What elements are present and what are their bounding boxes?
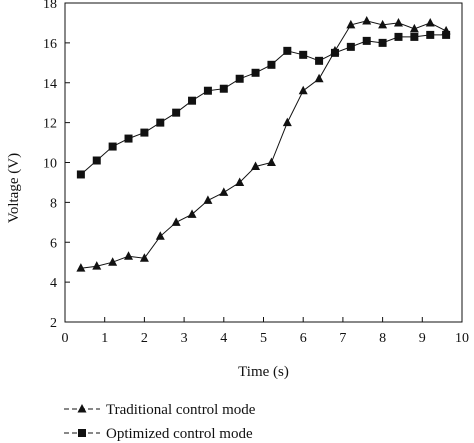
data-point-traditional: [266, 157, 276, 166]
data-point-optimized: [315, 56, 324, 65]
y-tick-label: 6: [50, 236, 57, 251]
triangle-icon: [77, 404, 87, 413]
data-point-traditional: [251, 161, 261, 170]
data-point-traditional: [298, 85, 308, 95]
data-point-traditional: [124, 251, 134, 260]
data-point-traditional: [346, 19, 356, 29]
y-tick-label: 18: [43, 0, 57, 12]
data-point-optimized: [172, 108, 181, 117]
data-point-optimized: [283, 46, 292, 55]
x-tick-label: 10: [455, 331, 469, 346]
y-tick-label: 14: [43, 77, 57, 92]
data-point-traditional: [409, 23, 419, 33]
data-point-traditional: [362, 15, 372, 25]
y-tick-label: 16: [43, 37, 57, 52]
data-point-optimized: [378, 38, 387, 47]
data-point-traditional: [314, 73, 324, 83]
plot-area: [64, 2, 463, 323]
legend-label-traditional: Traditional control mode: [106, 402, 256, 418]
data-point-optimized: [267, 60, 276, 69]
data-point-optimized: [92, 156, 101, 165]
data-point-traditional: [378, 19, 388, 29]
data-point-traditional: [108, 257, 118, 266]
data-point-traditional: [171, 217, 181, 226]
data-point-traditional: [187, 209, 197, 218]
data-point-optimized: [156, 118, 165, 127]
x-tick-label: 4: [220, 331, 227, 346]
square-icon: [78, 429, 86, 437]
data-point-optimized: [140, 128, 149, 137]
data-point-optimized: [330, 48, 339, 57]
x-tick-label: 7: [339, 331, 346, 346]
y-tick-label: 2: [50, 316, 57, 331]
data-point-optimized: [219, 84, 228, 93]
x-tick-label: 8: [379, 331, 386, 346]
data-point-traditional: [235, 177, 245, 186]
x-tick-label: 2: [141, 331, 148, 346]
data-point-optimized: [203, 86, 212, 95]
legend: Traditional control mode Optimized contr…: [64, 402, 256, 442]
x-tick-label: 0: [62, 331, 69, 346]
data-point-optimized: [346, 42, 355, 51]
x-axis: 0 1 2 3 4 5 6 7 8 9 10: [62, 317, 469, 346]
plot-frame: [64, 2, 463, 323]
data-point-traditional: [203, 195, 213, 204]
data-point-traditional: [219, 187, 229, 196]
x-axis-title: Time (s): [238, 364, 289, 380]
data-point-optimized: [394, 32, 403, 41]
data-point-traditional: [425, 17, 435, 27]
series-line-traditional: [80, 20, 447, 269]
series-traditional: [76, 15, 451, 272]
data-point-optimized: [442, 30, 451, 39]
series-layer: [76, 15, 451, 272]
data-point-traditional: [139, 253, 149, 262]
series-line-optimized: [80, 34, 447, 175]
data-point-optimized: [235, 74, 244, 83]
legend-item-optimized: Optimized control mode: [64, 426, 253, 442]
data-point-optimized: [76, 170, 85, 179]
y-tick-label: 10: [43, 157, 57, 172]
x-tick-label: 1: [101, 331, 108, 346]
data-point-traditional: [282, 117, 292, 127]
y-axis: 2 4 6 8 10 12 14 16 18: [43, 0, 70, 331]
x-tick-label: 3: [181, 331, 188, 346]
data-point-optimized: [108, 142, 117, 151]
data-point-optimized: [251, 68, 260, 77]
series-optimized: [76, 30, 451, 179]
data-point-traditional: [92, 261, 102, 270]
y-tick-label: 8: [50, 196, 57, 211]
legend-label-optimized: Optimized control mode: [106, 426, 253, 442]
data-point-optimized: [426, 30, 435, 39]
y-tick-label: 12: [43, 117, 57, 132]
data-point-optimized: [124, 134, 133, 143]
data-point-optimized: [362, 36, 371, 45]
data-point-traditional: [76, 263, 86, 272]
data-point-optimized: [410, 32, 419, 41]
x-tick-label: 6: [300, 331, 307, 346]
x-tick-label: 9: [419, 331, 426, 346]
data-point-optimized: [299, 50, 308, 59]
y-tick-label: 4: [50, 276, 57, 291]
legend-item-traditional: Traditional control mode: [64, 402, 256, 418]
data-point-traditional: [155, 231, 165, 240]
data-point-optimized: [188, 96, 197, 105]
y-axis-title: Voltage (V): [6, 153, 22, 223]
data-point-traditional: [393, 17, 403, 27]
x-tick-label: 5: [260, 331, 267, 346]
